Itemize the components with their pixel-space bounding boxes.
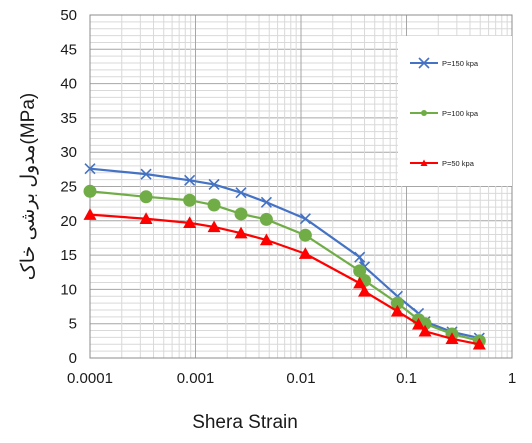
data-point bbox=[353, 276, 367, 289]
legend-box bbox=[398, 36, 512, 186]
y-tick-label: 5 bbox=[69, 316, 77, 333]
data-point bbox=[259, 233, 273, 246]
data-point bbox=[207, 220, 221, 233]
data-point bbox=[83, 184, 97, 198]
x-axis-title: Shera Strain bbox=[192, 412, 298, 433]
data-point bbox=[235, 187, 247, 199]
legend-label: P=50 kpa bbox=[442, 159, 475, 168]
y-tick-label: 50 bbox=[60, 7, 77, 24]
data-point bbox=[139, 190, 153, 204]
y-tick-labels: 0 5 10 15 20 25 30 35 40 45 50 bbox=[60, 7, 77, 367]
data-point bbox=[84, 163, 96, 175]
data-point bbox=[139, 212, 153, 224]
y-axis-title: مدول برشی خاک(MPa) bbox=[18, 93, 39, 281]
data-point bbox=[390, 304, 404, 317]
data-point bbox=[259, 212, 273, 226]
data-point bbox=[183, 216, 197, 229]
y-tick-label: 15 bbox=[60, 247, 77, 264]
y-tick-label: 0 bbox=[69, 350, 77, 367]
x-tick-label: 0.001 bbox=[177, 370, 215, 387]
legend-entry: P=150 kpa bbox=[410, 57, 479, 69]
data-point bbox=[184, 174, 196, 186]
x-tick-labels: 0.0001 0.001 0.01 0.1 1 bbox=[67, 370, 516, 387]
legend-label: P=150 kpa bbox=[442, 59, 479, 68]
data-point bbox=[234, 226, 248, 239]
y-tick-label: 30 bbox=[60, 144, 77, 161]
data-point bbox=[412, 317, 426, 330]
data-point bbox=[418, 324, 432, 337]
legend-marker bbox=[421, 110, 427, 116]
data-point bbox=[140, 168, 152, 180]
y-tick-label: 35 bbox=[60, 110, 77, 127]
series bbox=[83, 163, 486, 350]
y-tick-label: 25 bbox=[60, 179, 77, 196]
data-point bbox=[358, 284, 372, 297]
legend: P=150 kpa P=100 kpa P=50 kpa bbox=[398, 36, 512, 186]
data-point bbox=[260, 196, 272, 208]
legend-entry: P=50 kpa bbox=[410, 159, 475, 168]
y-tick-label: 45 bbox=[60, 41, 77, 58]
y-tick-label: 40 bbox=[60, 76, 77, 93]
y-tick-label: 10 bbox=[60, 281, 77, 298]
legend-label: P=100 kpa bbox=[442, 109, 479, 118]
data-point bbox=[298, 228, 312, 242]
data-point bbox=[234, 207, 248, 221]
x-tick-label: 0.01 bbox=[286, 370, 315, 387]
data-point bbox=[208, 178, 220, 191]
data-point bbox=[183, 193, 197, 207]
legend-marker bbox=[418, 57, 430, 69]
data-point bbox=[298, 247, 312, 259]
data-point bbox=[83, 208, 97, 220]
data-point bbox=[353, 264, 367, 278]
data-point bbox=[207, 198, 221, 212]
x-tick-label: 0.1 bbox=[396, 370, 417, 387]
legend-marker bbox=[420, 159, 428, 166]
data-point bbox=[445, 332, 459, 344]
data-point bbox=[299, 213, 311, 225]
y-tick-label: 20 bbox=[60, 213, 77, 230]
data-point bbox=[354, 251, 366, 263]
x-tick-label: 0.0001 bbox=[67, 370, 113, 387]
legend-entry: P=100 kpa bbox=[410, 109, 479, 118]
data-point bbox=[472, 337, 486, 350]
x-tick-label: 1 bbox=[508, 370, 516, 387]
data-point bbox=[390, 296, 404, 310]
series-group bbox=[83, 208, 486, 350]
